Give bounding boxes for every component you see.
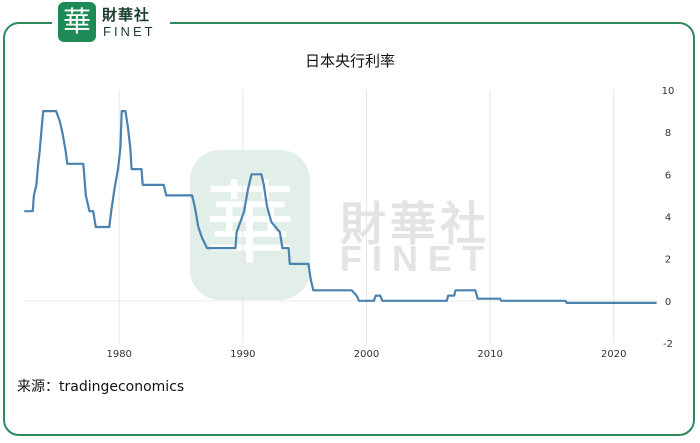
series-line bbox=[24, 110, 657, 304]
chart-frame bbox=[3, 22, 695, 436]
watermark-name-cn: 財華社 bbox=[340, 197, 490, 251]
logo-badge-icon: 華 bbox=[58, 2, 96, 42]
y-tick-label: 6 bbox=[665, 170, 671, 181]
x-tick-label: 1990 bbox=[230, 349, 255, 360]
watermark-badge-icon: 華 bbox=[190, 150, 310, 300]
logo-name-en: FINET bbox=[103, 24, 156, 39]
y-tick-label: 4 bbox=[665, 213, 671, 224]
x-tick-label: 2000 bbox=[354, 349, 379, 360]
x-tick-label: 2010 bbox=[477, 349, 502, 360]
logo-name-cn: 財華社 bbox=[102, 6, 151, 24]
y-tick-label: 8 bbox=[665, 128, 671, 139]
x-tick-label: 2020 bbox=[601, 349, 626, 360]
finet-logo: 華 財華社 FINET bbox=[52, 0, 170, 44]
chart-title: 日本央行利率 bbox=[304, 52, 395, 70]
y-tick-label: 2 bbox=[665, 255, 671, 266]
y-tick-label: 10 bbox=[662, 86, 675, 97]
y-tick-label: 0 bbox=[665, 297, 671, 308]
y-tick-label: -2 bbox=[663, 339, 673, 350]
x-tick-label: 1980 bbox=[106, 349, 131, 360]
source-note: 来源：tradingeconomics bbox=[17, 379, 185, 395]
watermark-name-en: FINET bbox=[340, 238, 494, 279]
